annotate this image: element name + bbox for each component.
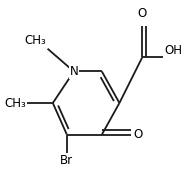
- Text: CH₃: CH₃: [5, 96, 27, 109]
- Text: O: O: [138, 7, 147, 20]
- Text: O: O: [133, 128, 143, 141]
- Text: OH: OH: [164, 44, 182, 57]
- Text: CH₃: CH₃: [24, 34, 46, 47]
- Text: N: N: [69, 65, 78, 78]
- Text: Br: Br: [60, 154, 73, 167]
